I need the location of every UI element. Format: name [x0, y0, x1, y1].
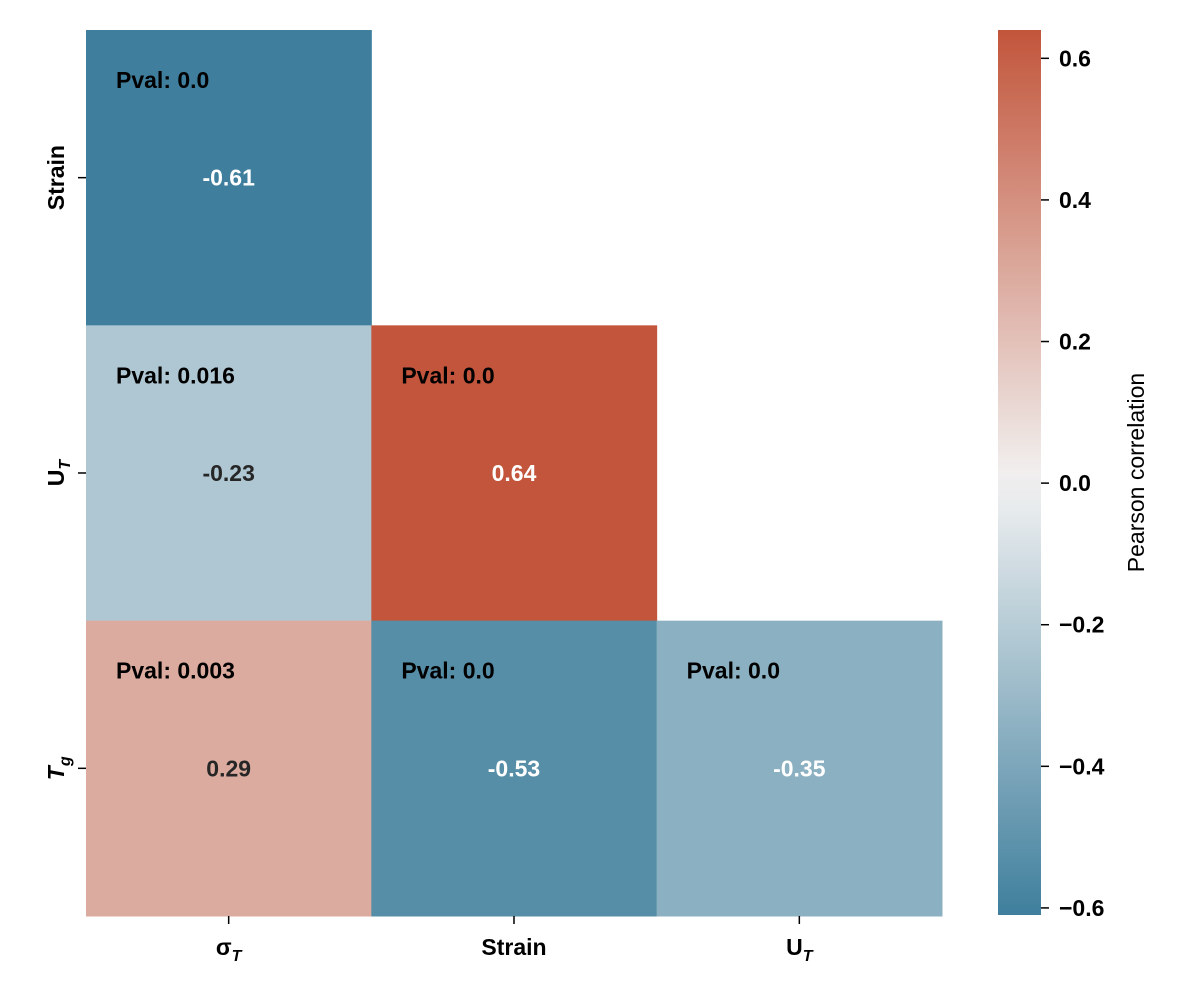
cell-rect [656, 620, 943, 917]
y-axis: Strain UT Tg [43, 145, 86, 780]
colorbar-tick-label: −0.2 [1059, 612, 1104, 638]
cell-pval: Pval: 0.003 [116, 658, 235, 684]
colorbar-gradient [998, 30, 1041, 915]
colorbar-title: Pearson correlation [1123, 373, 1149, 572]
cell-value: -0.61 [202, 165, 255, 191]
cell-rect [86, 325, 372, 622]
y-tick-label: UT [43, 459, 74, 487]
colorbar-tick-label: −0.6 [1059, 895, 1104, 921]
cell-rect [86, 30, 372, 326]
colorbar: −0.6 −0.4 −0.2 0.0 0.2 0.4 0.6 Pearson correlat… [998, 30, 1149, 921]
cell-pval: Pval: 0.0 [116, 67, 209, 93]
cell-value: -0.35 [773, 755, 826, 781]
cell-rect [371, 620, 658, 917]
x-tick-label: UT [786, 934, 814, 965]
cell-value: 0.29 [206, 755, 251, 781]
heatmap-cell: Pval: 0.0 -0.61 [86, 30, 372, 326]
y-tick-label: Strain [43, 145, 69, 210]
colorbar-tick-label: −0.4 [1059, 753, 1105, 779]
heatmap-cell: Pval: 0.0 -0.35 [656, 620, 943, 917]
cell-pval: Pval: 0.0 [401, 658, 494, 684]
cell-pval: Pval: 0.0 [401, 362, 494, 388]
cell-rect [371, 325, 658, 622]
x-tick-label: σT [216, 934, 243, 965]
colorbar-tick-label: 0.4 [1059, 187, 1091, 213]
y-tick-label: Tg [43, 756, 74, 780]
heatmap-cell: Pval: 0.016 -0.23 [86, 325, 372, 622]
colorbar-tick-label: 0.0 [1059, 470, 1091, 496]
cell-pval: Pval: 0.016 [116, 362, 235, 388]
colorbar-tick-label: 0.2 [1059, 329, 1091, 355]
x-tick-label: Strain [481, 934, 546, 960]
colorbar-tick-label: 0.6 [1059, 45, 1091, 71]
cell-rect [86, 620, 372, 917]
heatmap-cell: Pval: 0.0 -0.53 [371, 620, 658, 917]
cell-pval: Pval: 0.0 [687, 658, 780, 684]
x-axis: σT Strain UT [216, 915, 814, 965]
heatmap-cell: Pval: 0.003 0.29 [86, 620, 372, 917]
cell-value: -0.23 [202, 460, 254, 486]
cell-value: 0.64 [492, 460, 537, 486]
cell-value: -0.53 [488, 755, 540, 781]
heatmap-cell: Pval: 0.0 0.64 [371, 325, 658, 622]
